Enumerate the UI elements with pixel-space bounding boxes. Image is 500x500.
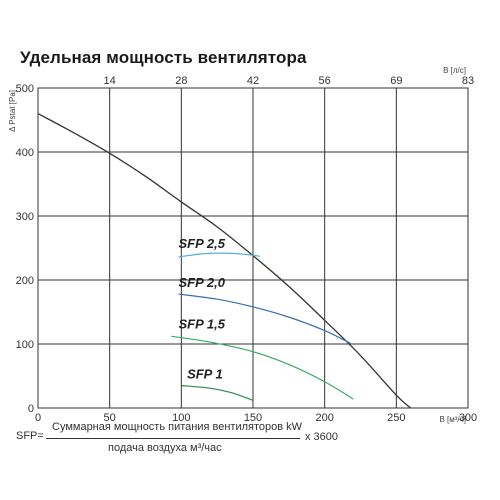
series-line-sfp-1-5 — [171, 335, 354, 400]
x-tick-label: 250 — [387, 412, 405, 424]
formula-fraction-bar — [46, 438, 300, 439]
x2-tick-label: 83 — [462, 75, 474, 87]
annotation-sfp-1-5: SFP 1,5 — [178, 317, 225, 332]
x-tick-label: 100 — [172, 412, 190, 424]
x2-tick-label: 42 — [247, 75, 259, 87]
x-tick-label: 200 — [315, 412, 333, 424]
x-tick-label: 50 — [104, 412, 116, 424]
y-tick-label: 500 — [16, 83, 34, 95]
x-axis-label: B [м³/ч] — [439, 415, 466, 424]
y-axis-label: Δ Pstat [Pa] — [8, 90, 17, 132]
series-line-sfp-2-5 — [178, 252, 261, 258]
formula-lhs: SFP= — [16, 430, 44, 442]
x-tick-label: 0 — [35, 412, 41, 424]
series-line-sfp-1 — [181, 385, 254, 401]
chart-title: Удельная мощность вентилятора — [20, 48, 307, 67]
series-line-fan-curve — [37, 113, 412, 409]
x2-tick-label: 14 — [104, 75, 116, 87]
formula-numerator: Суммарная мощность питания вентиляторов … — [52, 421, 303, 433]
y-tick-label: 400 — [16, 147, 34, 159]
y-tick-label: 0 — [28, 403, 34, 415]
y-tick-label: 100 — [16, 339, 34, 351]
formula-denominator: подача воздуха м³/час — [108, 442, 222, 454]
x2-axis-label: B [л/с] — [443, 66, 466, 75]
annotation-sfp-2-5: SFP 2,5 — [178, 236, 225, 251]
annotation-sfp-1: SFP 1 — [187, 367, 223, 382]
plot-frame — [37, 87, 469, 409]
y-tick-label: 300 — [16, 211, 34, 223]
series-line-sfp-2-0 — [178, 293, 351, 344]
x2-tick-label: 69 — [390, 75, 402, 87]
y-tick-label: 200 — [16, 275, 34, 287]
x-tick-label: 150 — [244, 412, 262, 424]
formula-multiplier: x 3600 — [305, 431, 339, 443]
annotation-sfp-2-0: SFP 2,0 — [178, 275, 225, 290]
x-tick-label: 300 — [459, 412, 477, 424]
x2-tick-label: 56 — [319, 75, 331, 87]
x2-tick-label: 28 — [175, 75, 187, 87]
